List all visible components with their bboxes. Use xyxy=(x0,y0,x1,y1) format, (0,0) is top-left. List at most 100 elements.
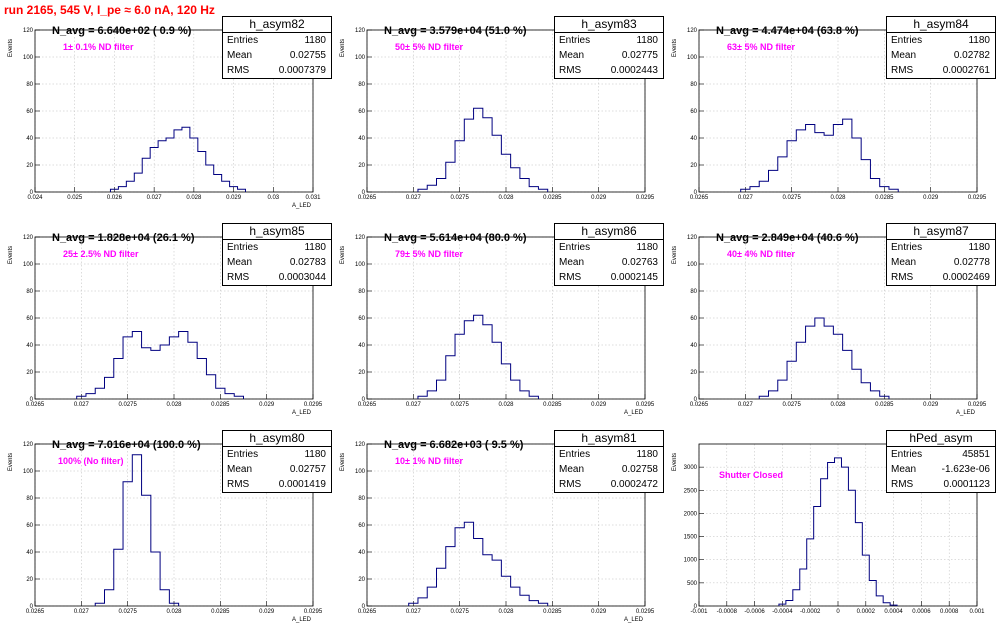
histogram-bin xyxy=(464,119,473,192)
y-tick-label: 120 xyxy=(23,28,34,34)
y-tick-label: 20 xyxy=(358,163,365,169)
y-tick-label: 0 xyxy=(30,604,34,610)
histogram-bin xyxy=(869,581,876,606)
y-tick-label: 20 xyxy=(26,163,33,169)
rms-row: RMS 0.0002145 xyxy=(555,270,663,285)
histogram-bin xyxy=(114,359,123,400)
x-tick-label: 0.029 xyxy=(259,609,275,615)
x-tick-label: 0.0265 xyxy=(690,195,709,201)
y-axis-title: Events xyxy=(672,453,678,471)
y-tick-label: 40 xyxy=(358,343,365,349)
navg-label: N_avg = 1.828e+04 (26.1 %) xyxy=(52,232,195,244)
y-tick-label: 120 xyxy=(687,28,698,34)
histogram-bin xyxy=(198,152,206,193)
rms-row: RMS 0.0002472 xyxy=(555,477,663,492)
y-tick-label: 40 xyxy=(690,343,697,349)
x-tick-label: 0.027 xyxy=(147,195,163,201)
histogram-bin xyxy=(118,187,126,192)
y-tick-label: 60 xyxy=(358,109,365,115)
histogram-bin xyxy=(796,130,805,192)
y-axis-title: Events xyxy=(340,246,346,264)
x-tick-label: 0.0265 xyxy=(358,195,377,201)
histogram-bin xyxy=(427,185,436,192)
x-tick-label: 0.027 xyxy=(74,609,90,615)
x-tick-label: 0.028 xyxy=(186,195,202,201)
histogram-bin xyxy=(134,173,142,192)
y-tick-label: 80 xyxy=(358,289,365,295)
navg-label: N_avg = 6.640e+02 ( 0.9 %) xyxy=(52,25,192,37)
histogram-line xyxy=(408,521,549,606)
x-tick-label: 0.0008 xyxy=(940,609,959,615)
plot-frame xyxy=(34,443,314,607)
histogram-bin xyxy=(179,332,188,400)
y-tick-label: 40 xyxy=(358,550,365,556)
histogram-bin xyxy=(418,598,427,606)
page-title: run 2165, 545 V, I_pe ≈ 6.0 nA, 120 Hz xyxy=(4,3,215,17)
y-tick-label: 20 xyxy=(358,577,365,583)
rms-row: RMS 0.0001123 xyxy=(887,477,995,492)
histogram-bin xyxy=(815,133,824,192)
x-tick-label: 0.028 xyxy=(498,402,514,408)
x-axis-title: A_LED xyxy=(956,410,976,416)
histogram-bin xyxy=(815,318,824,399)
y-axis-title: Events xyxy=(8,39,14,57)
entries-row: Entries 1180 xyxy=(555,447,663,462)
histogram-bin xyxy=(464,522,473,606)
rms-row: RMS 0.0007379 xyxy=(223,63,331,78)
histogram-bin xyxy=(483,118,492,192)
entries-label: Entries xyxy=(227,35,259,46)
x-tick-label: 0.028 xyxy=(166,402,182,408)
histogram-bin xyxy=(86,394,95,399)
rms-label: RMS xyxy=(891,65,914,76)
x-tick-label: 0.0285 xyxy=(875,195,894,201)
mean-label: Mean xyxy=(559,464,585,475)
y-tick-label: 60 xyxy=(26,523,33,529)
y-tick-label: 120 xyxy=(355,442,366,448)
rms-label: RMS xyxy=(227,479,250,490)
x-tick-label: 0.027 xyxy=(74,402,90,408)
mean-value: 0.02757 xyxy=(289,464,326,475)
histogram-bin xyxy=(142,495,151,606)
y-tick-label: 0 xyxy=(30,190,34,196)
filter-label: Shutter Closed xyxy=(719,470,784,480)
rms-value: 0.0001123 xyxy=(943,479,990,490)
x-axis-title: A_LED xyxy=(624,410,644,416)
histogram-line xyxy=(417,107,549,192)
y-tick-label: 100 xyxy=(355,262,366,268)
y-tick-label: 100 xyxy=(355,55,366,61)
y-tick-label: 1500 xyxy=(684,535,698,541)
histogram-bin xyxy=(529,601,538,606)
mean-row: Mean 0.02775 xyxy=(555,48,663,63)
histogram-bin xyxy=(151,350,160,399)
x-tick-label: 0.0275 xyxy=(450,609,469,615)
y-tick-label: 80 xyxy=(26,496,33,502)
histogram-line xyxy=(778,457,898,606)
mean-row: Mean 0.02757 xyxy=(223,462,331,477)
filter-label: 79± 5% ND filter xyxy=(395,249,463,259)
x-tick-label: 0.0285 xyxy=(543,609,562,615)
mean-label: Mean xyxy=(891,464,917,475)
rms-value: 0.0002761 xyxy=(942,65,990,76)
rms-row: RMS 0.0002469 xyxy=(887,270,995,285)
mean-value: 0.02758 xyxy=(621,464,658,475)
y-tick-label: 60 xyxy=(26,316,33,322)
y-tick-label: 100 xyxy=(687,262,698,268)
y-tick-label: 80 xyxy=(26,289,33,295)
navg-label: N_avg = 3.579e+04 (51.0 %) xyxy=(384,25,527,37)
mean-value: 0.02783 xyxy=(289,257,326,268)
rms-value: 0.0002443 xyxy=(610,65,658,76)
x-tick-label: 0.001 xyxy=(969,609,985,615)
x-tick-label: -0.0002 xyxy=(800,609,821,615)
histogram-bin xyxy=(843,119,852,192)
x-tick-label: 0.0275 xyxy=(782,402,801,408)
histogram-line xyxy=(109,126,246,192)
histogram-bin xyxy=(843,350,852,399)
x-tick-label: 0.0265 xyxy=(358,402,377,408)
rms-row: RMS 0.0001419 xyxy=(223,477,331,492)
y-tick-label: 40 xyxy=(690,136,697,142)
histogram-name: h_asym83 xyxy=(555,17,663,33)
rms-row: RMS 0.0002443 xyxy=(555,63,663,78)
y-axis-title: Events xyxy=(672,246,678,264)
entries-row: Entries 1180 xyxy=(887,33,995,48)
entries-label: Entries xyxy=(891,449,923,460)
